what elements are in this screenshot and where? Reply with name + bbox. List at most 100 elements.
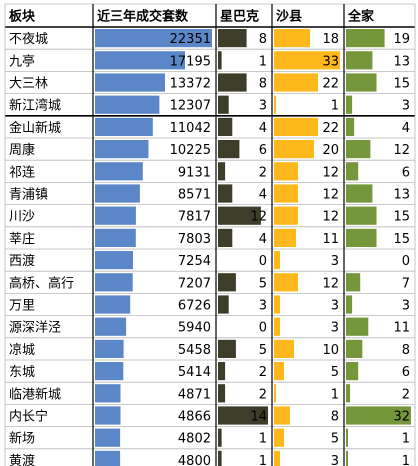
value-shaxian: 3 — [331, 454, 339, 466]
value-familymart: 3 — [402, 99, 410, 114]
value-sales: 4866 — [178, 410, 211, 425]
bar-starbucks — [218, 184, 233, 203]
table-row: 东城 5414 2 5 6 — [9, 362, 410, 381]
cell-district: 莘庄 — [9, 231, 35, 247]
value-shaxian: 5 — [331, 365, 339, 380]
bar-familymart — [346, 406, 411, 425]
bar-starbucks — [218, 384, 226, 403]
value-familymart: 3 — [402, 299, 410, 314]
bar-shaxian — [274, 51, 340, 70]
table-row: 源深洋泾 5940 0 3 11 — [9, 317, 410, 336]
value-starbucks: 8 — [259, 77, 267, 92]
table-row: 大三林 13372 8 22 15 — [9, 73, 410, 92]
value-starbucks: 3 — [259, 299, 267, 314]
value-shaxian: 3 — [331, 299, 339, 314]
value-familymart: 2 — [402, 387, 410, 402]
bar-shaxian — [274, 362, 284, 381]
bar-shaxian — [274, 295, 280, 314]
bar-familymart — [346, 362, 359, 381]
bar-starbucks — [218, 140, 240, 159]
table-row: 莘庄 7803 4 11 15 — [9, 228, 410, 247]
bar-shaxian — [274, 95, 276, 114]
value-sales: 4871 — [178, 387, 211, 402]
bar-shaxian — [274, 117, 318, 136]
value-familymart: 15 — [393, 210, 410, 225]
value-familymart: 32 — [393, 410, 410, 425]
cell-district: 源深洋泾 — [9, 321, 61, 336]
header-district: 板块 — [9, 9, 36, 25]
cell-district: 祁连 — [9, 164, 35, 180]
bar-sales — [95, 95, 160, 114]
value-familymart: 19 — [393, 32, 410, 47]
value-shaxian: 12 — [322, 165, 339, 180]
value-sales: 12307 — [170, 99, 211, 114]
bar-starbucks — [218, 428, 222, 447]
value-shaxian: 1 — [331, 99, 339, 114]
bar-shaxian — [274, 29, 310, 48]
value-starbucks: 3 — [259, 99, 267, 114]
value-sales: 4800 — [178, 454, 211, 466]
value-shaxian: 12 — [322, 210, 339, 225]
bar-sales — [95, 73, 165, 92]
bar-familymart — [346, 384, 351, 403]
bar-starbucks — [218, 117, 233, 136]
bar-sales — [95, 29, 212, 48]
table-row: 新场 4802 1 5 1 — [9, 428, 410, 447]
value-familymart: 7 — [402, 276, 410, 291]
cell-district: 高桥、高行 — [9, 275, 74, 291]
value-sales: 5414 — [178, 365, 211, 380]
cell-district: 不夜城 — [9, 32, 48, 47]
bar-sales — [95, 228, 136, 247]
value-sales: 7254 — [178, 254, 211, 269]
bar-familymart — [346, 273, 361, 292]
table-row: 九亭 17195 1 33 13 — [9, 51, 410, 70]
bar-sales — [95, 51, 185, 70]
table-row: 凉城 5458 5 10 8 — [9, 339, 410, 358]
cell-district: 黄渡 — [9, 453, 35, 466]
bar-familymart — [346, 29, 385, 48]
cell-district: 新江湾城 — [9, 98, 61, 114]
bar-sales — [95, 406, 121, 425]
bar-sales — [95, 140, 149, 159]
bar-shaxian — [274, 184, 298, 203]
value-shaxian: 3 — [331, 254, 339, 269]
cell-district: 九亭 — [9, 53, 35, 69]
value-sales: 9131 — [178, 165, 211, 180]
header-sales: 近三年成交套数 — [97, 9, 189, 25]
bar-starbucks — [218, 228, 233, 247]
value-starbucks: 5 — [259, 276, 267, 291]
bar-starbucks — [218, 450, 222, 466]
value-sales: 11042 — [170, 121, 211, 136]
bar-familymart — [346, 317, 369, 336]
bar-familymart — [346, 228, 377, 247]
bar-familymart — [346, 117, 355, 136]
value-starbucks: 1 — [259, 54, 267, 69]
bar-starbucks — [218, 162, 226, 181]
cell-district: 川沙 — [9, 210, 35, 225]
bar-sales — [95, 206, 136, 225]
bar-starbucks — [218, 206, 261, 225]
table-row: 祁连 9131 2 12 6 — [9, 162, 410, 181]
bar-shaxian — [274, 317, 280, 336]
bar-familymart — [346, 140, 371, 159]
value-shaxian: 11 — [322, 232, 339, 247]
table-row: 不夜城 22351 8 18 19 — [9, 29, 410, 48]
value-starbucks: 14 — [250, 410, 267, 425]
table-row: 黄渡 4800 1 3 1 — [9, 450, 410, 466]
value-shaxian: 8 — [331, 410, 339, 425]
value-sales: 5458 — [178, 343, 211, 358]
bar-shaxian — [274, 206, 298, 225]
value-starbucks: 4 — [259, 188, 267, 203]
bar-sales — [95, 273, 133, 292]
bar-starbucks — [218, 406, 268, 425]
table-row: 青浦镇 8571 4 12 13 — [9, 184, 410, 203]
value-starbucks: 0 — [259, 321, 267, 336]
value-sales: 4802 — [178, 432, 211, 447]
value-shaxian: 12 — [322, 276, 339, 291]
cell-district: 周康 — [9, 142, 35, 158]
cell-district: 东城 — [9, 365, 35, 380]
bar-starbucks — [218, 51, 222, 70]
bar-starbucks — [218, 339, 236, 358]
value-familymart: 15 — [393, 77, 410, 92]
